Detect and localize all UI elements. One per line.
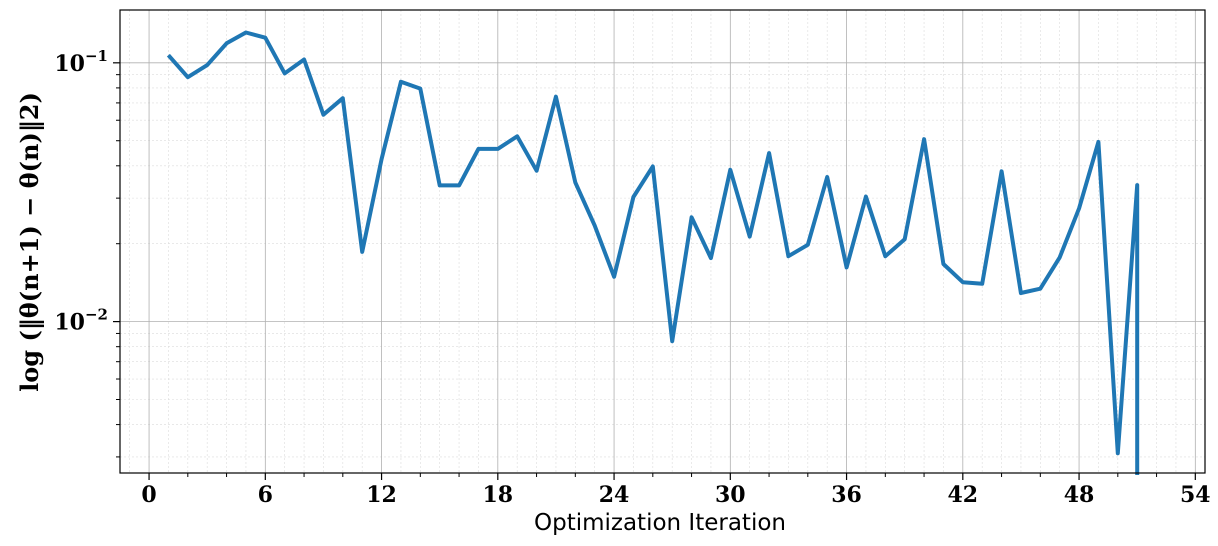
major-grid <box>120 10 1205 473</box>
series-line <box>166 30 1140 475</box>
x-tick-label: 6 <box>258 482 273 508</box>
x-tick-label: 24 <box>599 482 630 508</box>
plot-frame <box>119 9 1206 474</box>
x-tick-label: 18 <box>483 482 514 508</box>
x-tick-label: 42 <box>948 482 979 508</box>
x-tick-label: 48 <box>1064 482 1095 508</box>
x-tick-label: 12 <box>366 482 397 508</box>
minor-grid <box>120 10 1205 473</box>
x-tick-label: 36 <box>831 482 862 508</box>
x-tick-label: 0 <box>141 482 156 508</box>
x-tick-label: 30 <box>715 482 746 508</box>
y-tick-label: 10−1 <box>54 47 108 77</box>
x-axis-label: Optimization Iteration <box>534 510 786 536</box>
x-tick-label: 54 <box>1180 482 1211 508</box>
y-tick-label: 10−2 <box>54 306 108 336</box>
x-axis: 0 6 12 18 24 30 36 42 48 54 <box>141 473 1211 508</box>
y-axis-label: log (‖θ(n+1) − θ(n)‖2) <box>15 92 44 392</box>
y-axis: 10−1 10−2 <box>54 47 120 458</box>
